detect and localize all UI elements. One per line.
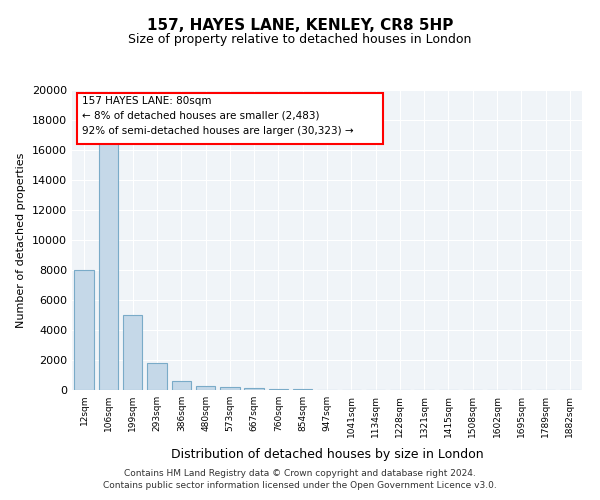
Bar [293,389,313,390]
Bar [99,142,118,390]
Y-axis label: Number of detached properties: Number of detached properties [16,152,26,328]
X-axis label: Distribution of detached houses by size in London: Distribution of detached houses by size … [170,448,484,461]
FancyBboxPatch shape [77,93,383,144]
Bar [269,388,288,390]
Text: 157 HAYES LANE: 80sqm
← 8% of detached houses are smaller (2,483)
92% of semi-de: 157 HAYES LANE: 80sqm ← 8% of detached h… [82,96,354,136]
Bar [172,381,191,390]
Text: Contains HM Land Registry data © Crown copyright and database right 2024.: Contains HM Land Registry data © Crown c… [124,468,476,477]
Bar [147,363,167,390]
Text: Contains public sector information licensed under the Open Government Licence v3: Contains public sector information licen… [103,481,497,490]
Bar [220,387,239,390]
Text: 157, HAYES LANE, KENLEY, CR8 5HP: 157, HAYES LANE, KENLEY, CR8 5HP [147,18,453,32]
Bar [244,388,264,390]
Bar [196,386,215,390]
Bar [123,315,142,390]
Text: Size of property relative to detached houses in London: Size of property relative to detached ho… [128,32,472,46]
Bar [74,270,94,390]
